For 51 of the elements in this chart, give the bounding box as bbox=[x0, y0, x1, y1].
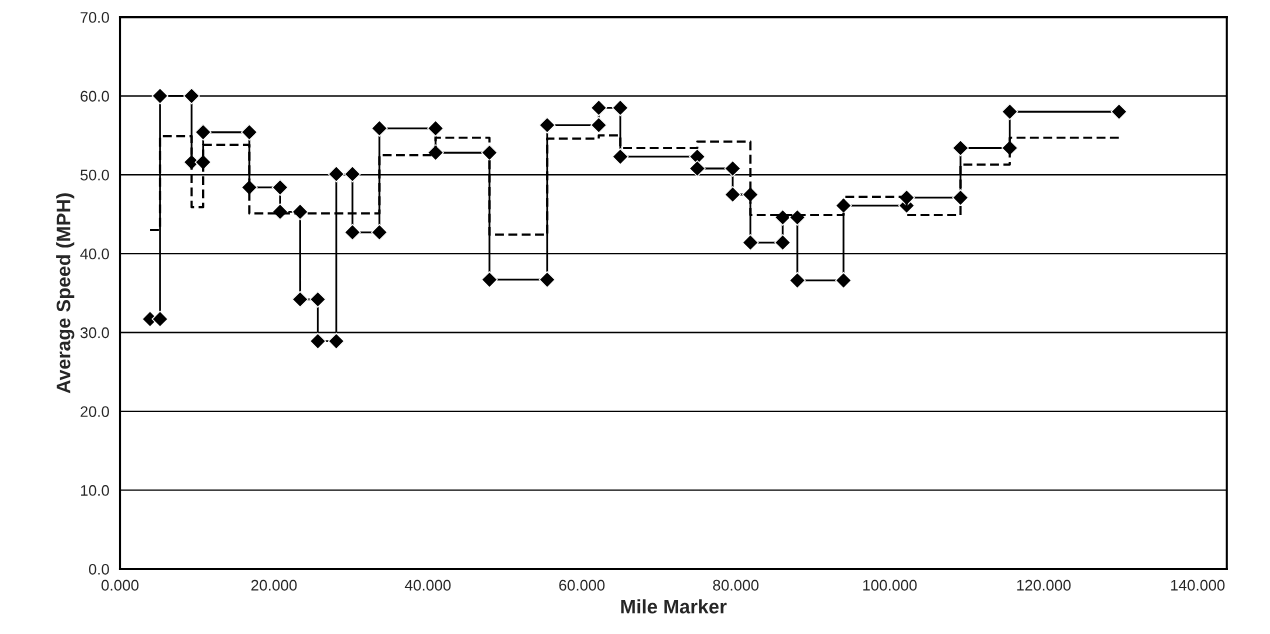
point bbox=[271, 179, 289, 196]
y-tick-label: 0.0 bbox=[88, 563, 109, 575]
point bbox=[371, 223, 388, 241]
y-tick-label: 50.0 bbox=[80, 169, 109, 181]
x-tick-label: 60.000 bbox=[559, 579, 605, 591]
point bbox=[724, 160, 742, 177]
point bbox=[835, 272, 852, 289]
point bbox=[309, 291, 327, 308]
point bbox=[952, 139, 969, 157]
point bbox=[151, 310, 169, 328]
x-tick-label: 100.000 bbox=[863, 579, 917, 591]
point bbox=[688, 160, 706, 177]
y-tick-label: 20.0 bbox=[80, 406, 109, 418]
y-tick-label: 10.0 bbox=[81, 485, 109, 496]
x-tick-label: 40.000 bbox=[404, 579, 451, 591]
point bbox=[344, 165, 361, 183]
point bbox=[371, 119, 388, 137]
point bbox=[344, 223, 361, 241]
point bbox=[742, 234, 759, 251]
x-axis-title: Mile Marker bbox=[621, 599, 727, 614]
point bbox=[151, 87, 169, 105]
x-tick-label: 0.000 bbox=[101, 579, 139, 591]
x-tick-label: 20.000 bbox=[251, 579, 297, 591]
x-tick-label: 140.000 bbox=[1171, 579, 1225, 591]
point bbox=[611, 99, 629, 117]
y-axis-title: Average Speed (MPH) bbox=[56, 193, 75, 394]
y-tick-label: 70.0 bbox=[80, 11, 109, 23]
point bbox=[183, 87, 200, 105]
point bbox=[724, 186, 742, 203]
point bbox=[427, 119, 444, 137]
point bbox=[327, 165, 345, 183]
point bbox=[309, 332, 327, 350]
point bbox=[590, 99, 608, 117]
y-tick-label: 30.0 bbox=[80, 327, 109, 339]
x-tick-label: 80.000 bbox=[713, 579, 759, 591]
point bbox=[1001, 103, 1019, 121]
point bbox=[194, 123, 212, 141]
point bbox=[538, 116, 556, 134]
point bbox=[1110, 103, 1128, 121]
point bbox=[590, 116, 608, 134]
point bbox=[291, 291, 309, 308]
point bbox=[240, 123, 258, 141]
point bbox=[538, 271, 556, 289]
point bbox=[788, 272, 806, 289]
point bbox=[327, 332, 345, 350]
point bbox=[774, 234, 792, 251]
point bbox=[481, 271, 498, 289]
y-tick-label: 60.0 bbox=[80, 90, 109, 102]
point bbox=[611, 148, 629, 166]
x-tick-label: 120.000 bbox=[1017, 579, 1071, 591]
y-tick-label: 40.0 bbox=[80, 248, 109, 260]
